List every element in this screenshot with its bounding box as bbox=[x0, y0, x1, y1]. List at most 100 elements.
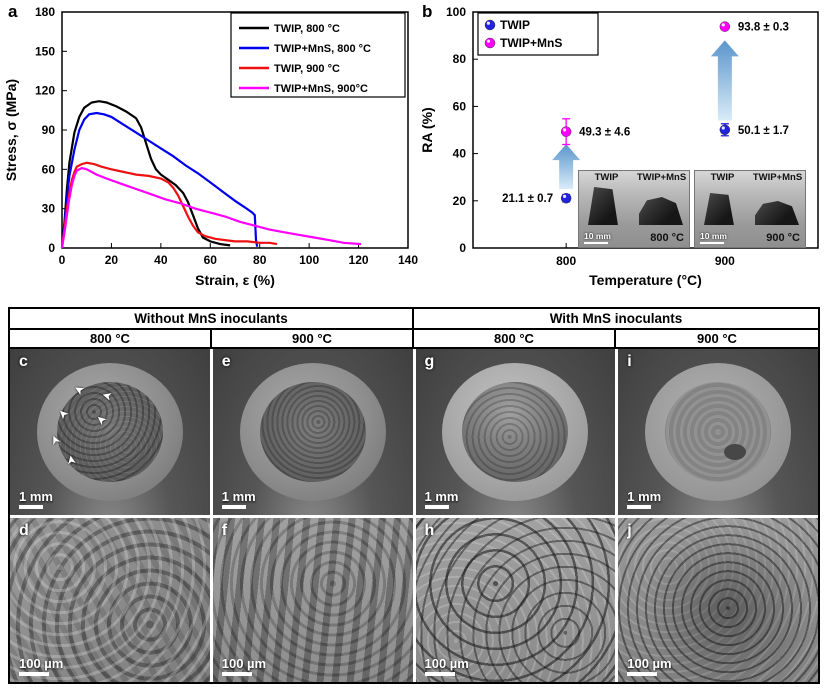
point-highlight bbox=[721, 23, 725, 27]
series-line-1 bbox=[60, 111, 259, 249]
x-tick-label: 120 bbox=[349, 253, 369, 267]
panel-letter-f: f bbox=[221, 522, 228, 539]
x-tick-label: 140 bbox=[398, 253, 418, 267]
fracture-core bbox=[56, 382, 163, 482]
scale-label: 1 mm bbox=[221, 489, 256, 504]
ra-temperature-chart: 0 20 40 60 80 100 800 900 Temperature (°C) RA (%)… bbox=[419, 5, 819, 288]
sem-image-d: d 100 µm bbox=[10, 518, 210, 682]
sem-row-micro: d 100 µm f 100 µm h 100 µm j 100 µm bbox=[10, 518, 818, 682]
scale-bar-line bbox=[424, 505, 449, 509]
scale-bar-line bbox=[19, 505, 43, 509]
panel-letter-j: j bbox=[627, 522, 632, 539]
legend-marker bbox=[484, 19, 496, 31]
sem-image-i: i 1 mm bbox=[618, 349, 818, 515]
y-tick-label: 20 bbox=[453, 194, 467, 208]
group-header-without-mns: Without MnS inoculants bbox=[10, 309, 414, 330]
scale-bar: 100 µm bbox=[627, 656, 672, 676]
scale-label: 100 µm bbox=[627, 656, 672, 671]
sem-image-f: f 100 µm bbox=[212, 518, 413, 682]
scale-bar-line bbox=[221, 505, 246, 509]
panel-a: a 0 20 40 60 80 100 120 140 0 30 60 90 120 150 180 Stra… bbox=[0, 0, 418, 300]
y-tick-label: 80 bbox=[453, 52, 467, 66]
scale-bar-line bbox=[221, 672, 252, 676]
y-tick-label: 0 bbox=[459, 241, 466, 255]
scale-bar: 1 mm bbox=[627, 490, 661, 509]
data-point bbox=[719, 124, 731, 136]
scale-bar: 100 µm bbox=[19, 657, 63, 676]
series-line-2 bbox=[60, 161, 278, 249]
y-tick-label: 150 bbox=[35, 44, 55, 58]
series-line-0 bbox=[60, 100, 231, 249]
value-annotation: 93.8 ± 0.3 bbox=[738, 22, 789, 34]
panel-letter-e: e bbox=[221, 353, 231, 370]
y-axis-label: Stress, σ (MPa) bbox=[3, 79, 19, 181]
inset-scale-label: 10 mm bbox=[700, 230, 727, 241]
fracture-pit bbox=[724, 444, 747, 460]
inset-temperature-label: 800 °C bbox=[650, 232, 684, 244]
x-tick-label: 900 bbox=[715, 254, 735, 268]
x-axis-label: Strain, ε (%) bbox=[195, 272, 275, 288]
legend-marker bbox=[484, 37, 496, 49]
scale-label: 100 µm bbox=[19, 656, 64, 671]
temp-header-4: 900 °C bbox=[616, 330, 818, 349]
group-header-row: Without MnS inoculants With MnS inoculan… bbox=[10, 309, 818, 330]
scale-bar-line bbox=[700, 242, 724, 244]
scale-bar: 1 mm bbox=[19, 490, 53, 509]
value-annotation: 21.1 ± 0.7 bbox=[502, 193, 553, 205]
legend-marker-highlight bbox=[486, 21, 490, 25]
sample-label-twip-mns: TWIP+MnS bbox=[636, 172, 687, 183]
sample-labels: TWIP TWIP+MnS bbox=[695, 171, 805, 183]
temp-header-2: 900 °C bbox=[212, 330, 414, 349]
legend-label: TWIP, 900 °C bbox=[274, 63, 340, 75]
y-tick-label: 100 bbox=[446, 5, 466, 19]
inset-scale-bar: 10 mm bbox=[700, 230, 727, 244]
sample-label-twip-mns: TWIP+MnS bbox=[752, 172, 803, 183]
legend-marker-highlight bbox=[486, 39, 490, 43]
sample-labels: TWIP TWIP+MnS bbox=[579, 171, 689, 183]
y-tick-label: 60 bbox=[42, 162, 56, 176]
inset-temperature-label: 900 °C bbox=[766, 232, 800, 244]
value-annotation: 50.1 ± 1.7 bbox=[738, 125, 789, 137]
fracture-core bbox=[665, 382, 772, 482]
specimen-disc bbox=[645, 363, 792, 501]
sem-image-e: e 1 mm bbox=[212, 349, 413, 515]
legend-box bbox=[477, 12, 599, 56]
sem-image-h: h 100 µm bbox=[415, 518, 616, 682]
x-tick-label: 40 bbox=[154, 253, 168, 267]
series-line-3 bbox=[60, 166, 362, 249]
scale-bar: 1 mm bbox=[221, 489, 256, 509]
scale-label: 1 mm bbox=[19, 489, 53, 504]
scale-label: 100 µm bbox=[221, 656, 267, 671]
specimen-twip-mns bbox=[755, 201, 799, 225]
temp-header-3: 800 °C bbox=[414, 330, 616, 349]
y-tick-label: 40 bbox=[453, 147, 467, 161]
scale-label: 100 µm bbox=[424, 656, 469, 671]
point-highlight bbox=[562, 194, 567, 199]
specimen-disc bbox=[239, 363, 386, 501]
panel-label-b: b bbox=[422, 2, 433, 21]
sem-image-g: g 1 mm bbox=[415, 349, 616, 515]
sem-image-c: c ➤ ➤ ➤ ➤ ➤ ➤ 1 mm bbox=[10, 349, 210, 515]
specimen-twip bbox=[588, 187, 618, 225]
panel-letter-c: c bbox=[19, 353, 28, 370]
legend-label: TWIP bbox=[500, 18, 530, 32]
scale-bar-line bbox=[584, 242, 608, 244]
panel-letter-d: d bbox=[19, 522, 29, 539]
legend-label: TWIP+MnS bbox=[500, 36, 562, 50]
data-point bbox=[719, 21, 731, 32]
increase-arrow bbox=[710, 40, 739, 121]
scale-bar: 1 mm bbox=[424, 489, 459, 509]
x-tick-label: 80 bbox=[253, 253, 267, 267]
specimen-disc bbox=[36, 363, 183, 501]
value-annotation: 49.3 ± 4.6 bbox=[579, 127, 630, 139]
point-highlight bbox=[721, 126, 725, 130]
panel-label-a: a bbox=[8, 2, 18, 21]
specimen-disc bbox=[442, 363, 589, 501]
legend-label: TWIP, 800 °C bbox=[274, 23, 340, 35]
scale-label: 1 mm bbox=[627, 489, 662, 504]
x-tick-label: 20 bbox=[105, 253, 119, 267]
temp-header-1: 800 °C bbox=[10, 330, 212, 349]
scale-label: 1 mm bbox=[424, 489, 459, 504]
fracture-core bbox=[462, 382, 569, 482]
